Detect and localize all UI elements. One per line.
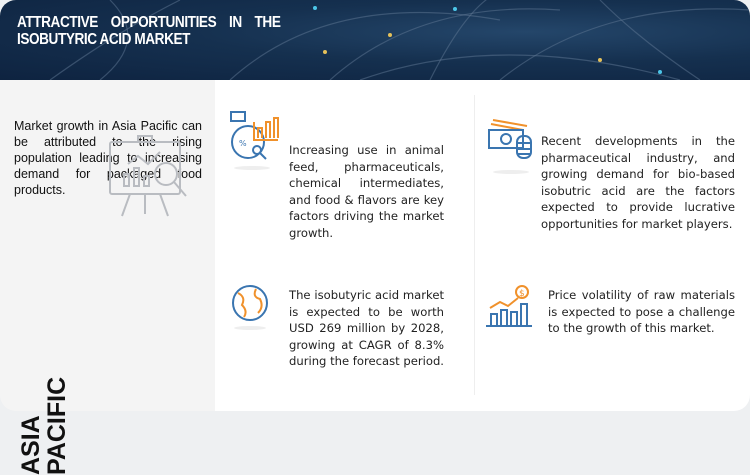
title-word: IN xyxy=(229,14,242,31)
opportunities-panel xyxy=(215,80,750,411)
divider xyxy=(474,95,475,395)
money-coins-icon xyxy=(488,119,532,174)
title-word: THE xyxy=(254,14,281,31)
region-panel: Market growth in Asia Pacific can be att… xyxy=(0,80,215,475)
title-word: OPPORTUNITIES xyxy=(110,14,217,31)
svg-text:%: % xyxy=(239,139,247,148)
title-line-2: ISOBUTYRIC ACID MARKET xyxy=(17,31,190,48)
driver-text: Increasing use in animal feed, pharmaceu… xyxy=(289,143,444,240)
page-title: ATTRACTIVE OPPORTUNITIES IN THE ISOBUTYR… xyxy=(17,14,281,48)
dollar-growth-chart-icon: $ xyxy=(486,285,532,327)
decorative-lines xyxy=(49,0,750,80)
presentation-analytics-icon xyxy=(109,135,187,217)
market-size-text: The isobutyric acid market is expected t… xyxy=(289,288,444,368)
header-banner: ATTRACTIVE OPPORTUNITIES IN THE ISOBUTYR… xyxy=(0,0,750,80)
title-word: ATTRACTIVE xyxy=(17,14,98,31)
region-label: ASIA PACIFIC xyxy=(17,355,71,475)
challenge-text: Price volatility of raw materials is exp… xyxy=(548,288,735,335)
svg-text:$: $ xyxy=(519,289,525,299)
globe-icon xyxy=(232,285,268,330)
region-label-line: PACIFIC xyxy=(43,376,71,475)
region-label-line: ASIA xyxy=(17,415,45,475)
opportunity-text: Recent developments in the pharmaceutica… xyxy=(541,134,735,231)
analytics-chart-icon: % xyxy=(230,111,279,170)
